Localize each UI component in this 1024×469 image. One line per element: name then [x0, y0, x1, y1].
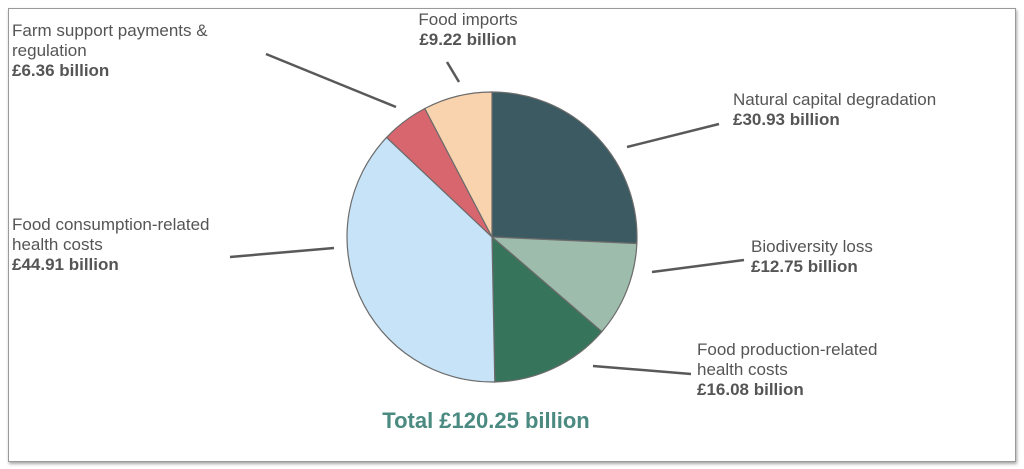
- pie-slices: [346, 91, 638, 383]
- leader-line-2: [592, 364, 692, 376]
- slice-label-name: Farm support payments &: [12, 21, 208, 40]
- leader-line-1: [651, 258, 745, 274]
- slice-label-value: £6.36 billion: [12, 61, 109, 80]
- pie-slice-1: [490, 236, 638, 333]
- leader-lines: [229, 52, 745, 376]
- slice-label-name: Biodiversity loss: [751, 237, 873, 256]
- chart-frame: Natural capital degradation £30.93 billio…: [8, 8, 1016, 462]
- leader-line-4: [265, 52, 397, 109]
- slice-label-name: Natural capital degradation: [733, 90, 936, 109]
- slice-label-name: Food production-related: [697, 340, 878, 359]
- leader-line-3: [229, 246, 335, 259]
- leader-line-5: [445, 61, 461, 83]
- slice-label-value: £16.08 billion: [697, 380, 804, 399]
- pie-slice-2: [491, 235, 603, 383]
- slice-label-value: £30.93 billion: [733, 110, 840, 129]
- total-label: Total £120.25 billion: [382, 408, 589, 433]
- slice-label-name: regulation: [12, 41, 87, 60]
- slice-label-value: £9.22 billion: [419, 30, 516, 49]
- slice-label-name: Food imports: [418, 10, 517, 29]
- slice-label-name: health costs: [697, 360, 788, 379]
- pie-slice-3: [346, 136, 496, 383]
- pie-chart: Natural capital degradation£30.93 billio…: [12, 10, 936, 433]
- slice-label-value: £44.91 billion: [12, 255, 119, 274]
- pie-slice-5: [424, 91, 493, 238]
- slice-labels: Natural capital degradation£30.93 billio…: [12, 10, 936, 399]
- slice-label-name: Food consumption-related: [12, 215, 210, 234]
- pie-slice-0: [491, 91, 638, 245]
- slice-label-value: £12.75 billion: [751, 257, 858, 276]
- slice-label-name: health costs: [12, 235, 103, 254]
- leader-line-0: [626, 122, 720, 149]
